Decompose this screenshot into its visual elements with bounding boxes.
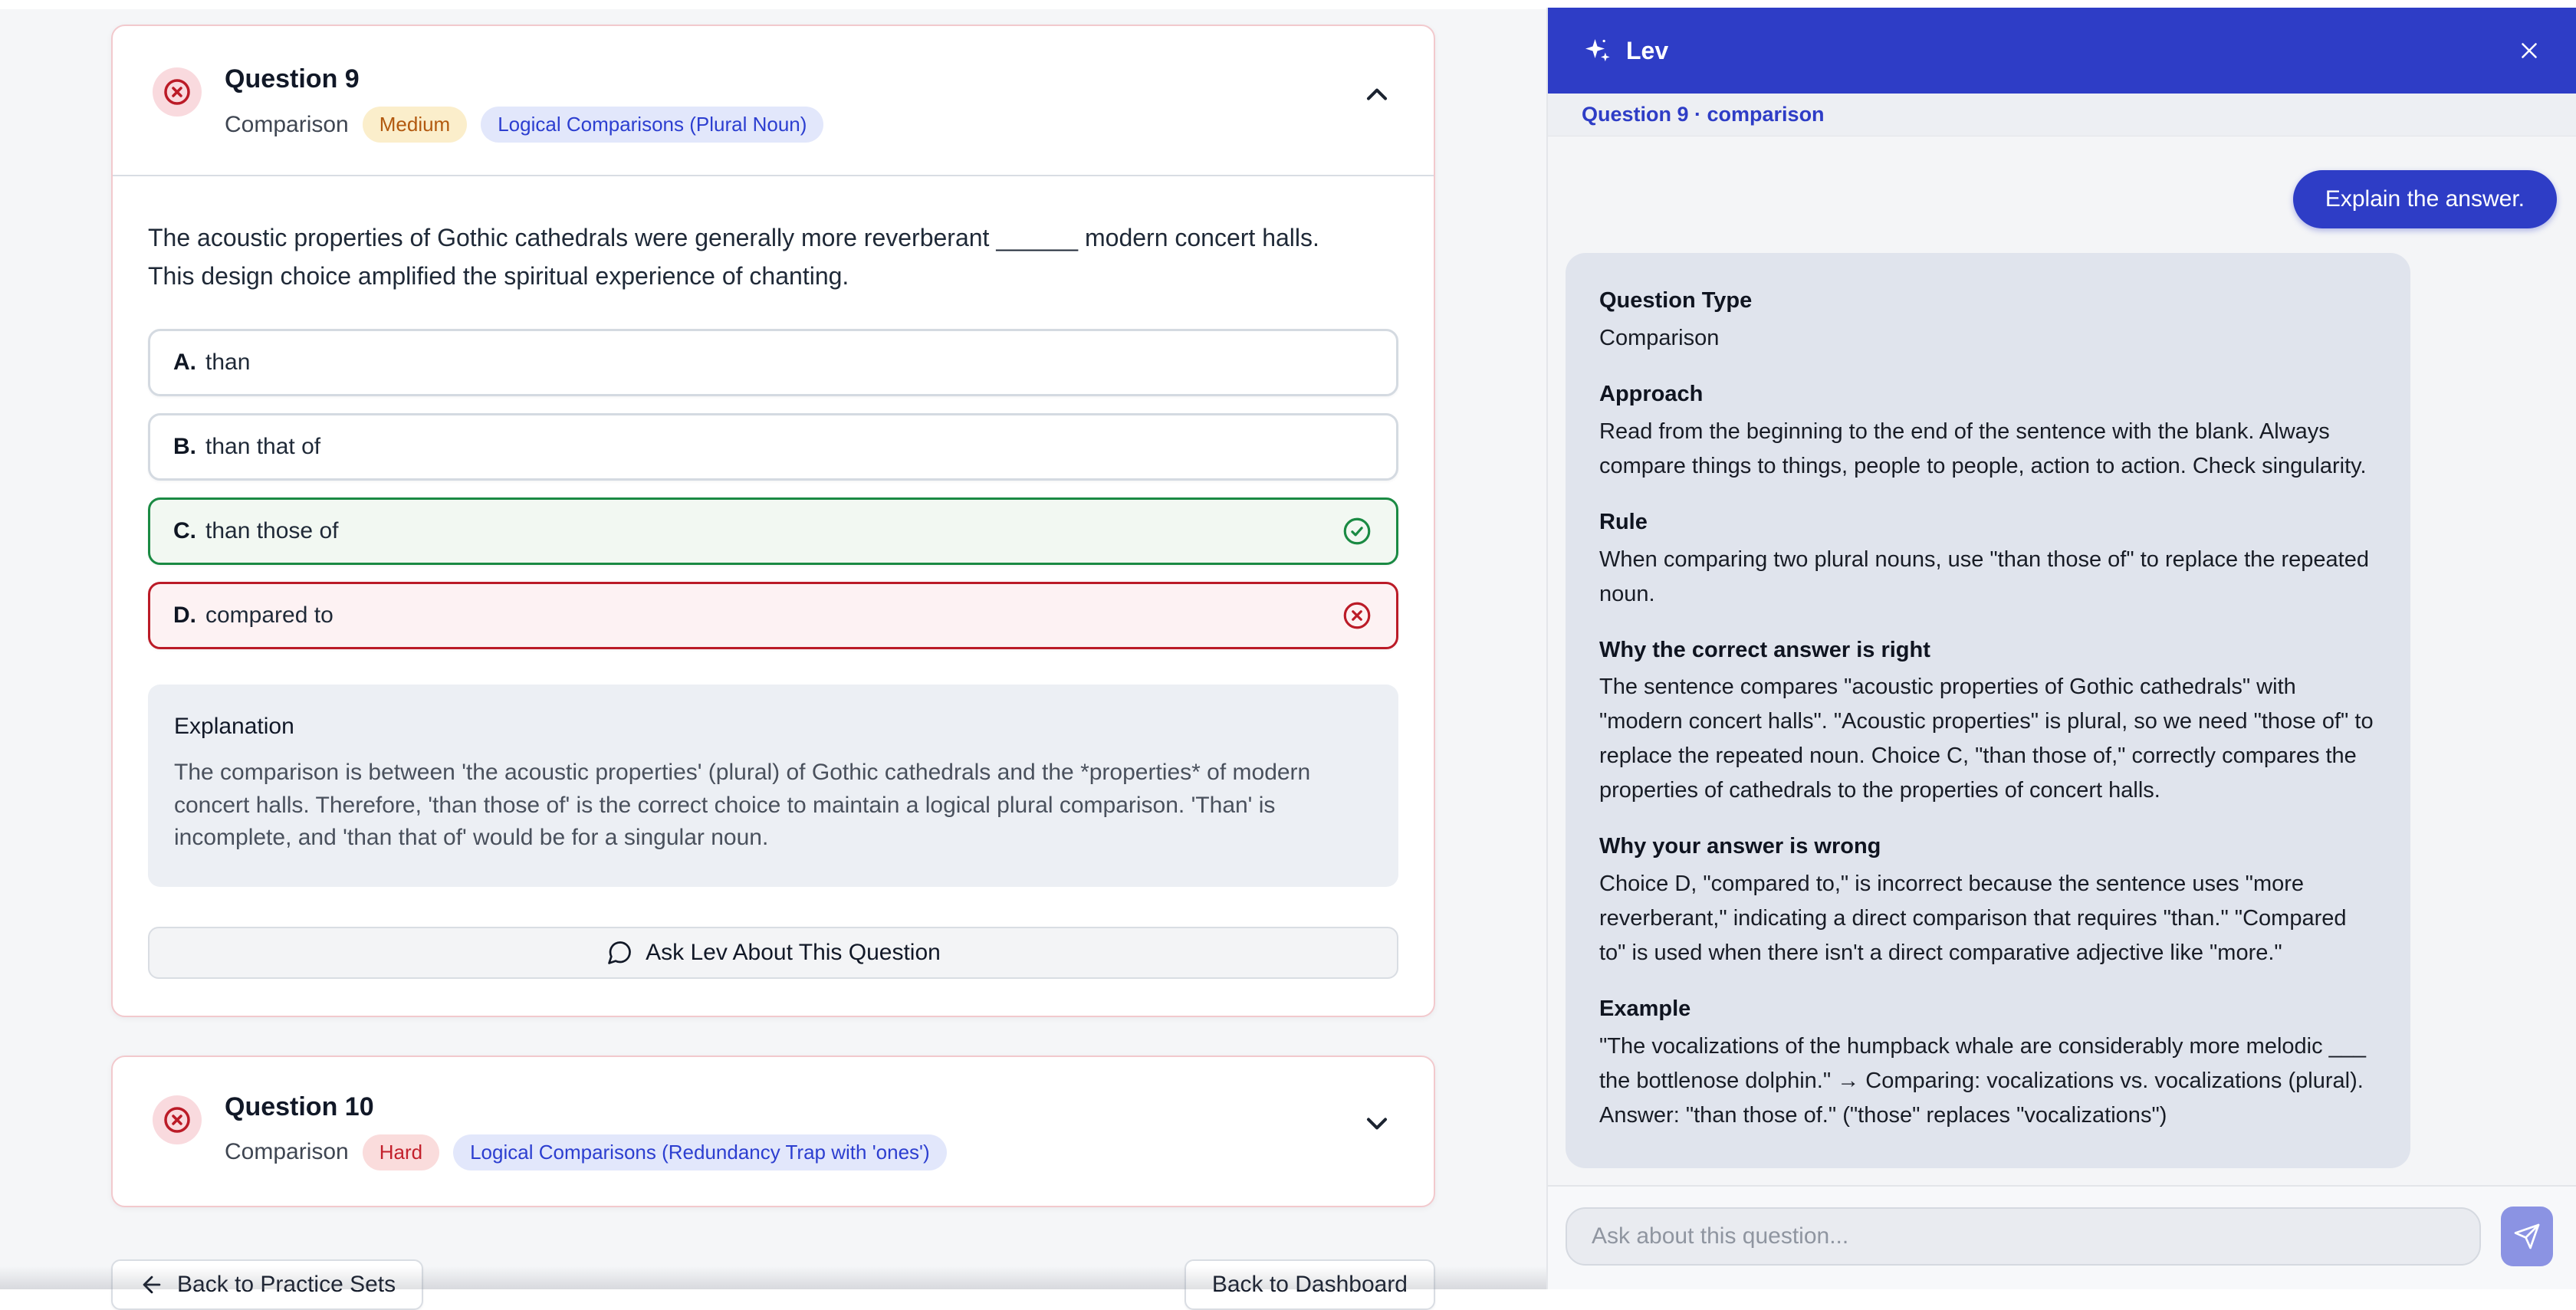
option-letter: A. [173, 350, 196, 376]
question-type-label: Comparison [225, 112, 349, 138]
practice-review-main: Question 9 Comparison Medium Logical Com… [0, 9, 1546, 1289]
option-b[interactable]: B. than that of [148, 413, 1398, 481]
lev-assistant-panel: Lev Question 9 · comparison Explain the … [1546, 8, 2576, 1289]
question-10-header[interactable]: Question 10 Comparison Hard Logical Comp… [113, 1057, 1434, 1206]
section-body: Comparison [1599, 321, 2377, 356]
close-panel-button[interactable] [2516, 38, 2542, 64]
panel-breadcrumb: Question 9 · comparison [1548, 94, 2576, 136]
option-letter: B. [173, 434, 196, 460]
x-circle-icon [162, 1105, 192, 1135]
option-text: than that of [205, 434, 320, 460]
back-to-practice-sets-button[interactable]: Back to Practice Sets [111, 1259, 423, 1310]
incorrect-status-badge [153, 1095, 202, 1144]
ask-lev-label: Ask Lev About This Question [646, 940, 941, 966]
difficulty-badge: Hard [363, 1134, 439, 1170]
question-9-header[interactable]: Question 9 Comparison Medium Logical Com… [113, 26, 1434, 175]
option-d-wrong[interactable]: D. compared to [148, 582, 1398, 649]
section-heading: Why the correct answer is right [1599, 633, 2377, 668]
chevron-up-icon [1360, 78, 1394, 112]
explanation-body: The comparison is between 'the acoustic … [174, 757, 1332, 855]
section-heading: Why your answer is wrong [1599, 829, 2377, 864]
option-letter: D. [173, 602, 196, 629]
option-letter: C. [173, 518, 196, 544]
section-body: "The vocalizations of the humpback whale… [1599, 1029, 2377, 1133]
lev-panel-header: Lev [1548, 8, 2576, 94]
back-to-dashboard-label: Back to Dashboard [1212, 1272, 1408, 1298]
panel-title: Lev [1626, 37, 1668, 65]
option-text: than [205, 350, 250, 376]
answer-options: A. than B. than that of C. than those of [148, 329, 1398, 649]
explanation-box: Explanation The comparison is between 't… [148, 685, 1398, 887]
sparkle-icon [1582, 35, 1612, 66]
section-heading: Example [1599, 992, 2377, 1026]
x-circle-icon [1341, 599, 1373, 632]
back-to-practice-sets-label: Back to Practice Sets [177, 1272, 396, 1298]
section-body: The sentence compares "acoustic properti… [1599, 670, 2377, 808]
explanation-title: Explanation [174, 714, 1372, 740]
topic-badge: Logical Comparisons (Redundancy Trap wit… [453, 1134, 947, 1170]
option-text: than those of [205, 518, 338, 544]
section-heading: Question Type [1599, 284, 2377, 318]
section-heading: Approach [1599, 377, 2377, 412]
collapse-question-button[interactable] [1360, 78, 1394, 116]
send-icon [2513, 1223, 2541, 1250]
chat-bubble-icon [606, 939, 633, 967]
chat-input-row [1548, 1185, 2576, 1289]
incorrect-status-badge [153, 67, 202, 117]
question-title: Question 10 [225, 1092, 947, 1122]
difficulty-badge: Medium [363, 107, 467, 143]
option-c-correct[interactable]: C. than those of [148, 497, 1398, 565]
back-to-dashboard-button[interactable]: Back to Dashboard [1184, 1259, 1435, 1310]
x-circle-icon [162, 77, 192, 107]
question-title: Question 9 [225, 64, 823, 94]
ask-lev-button[interactable]: Ask Lev About This Question [148, 927, 1398, 979]
close-icon [2516, 38, 2542, 64]
option-text: compared to [205, 602, 334, 629]
section-body: Choice D, "compared to," is incorrect be… [1599, 867, 2377, 970]
answer-analysis-card: Question Type Comparison Approach Read f… [1566, 253, 2410, 1168]
question-text: The acoustic properties of Gothic cathed… [148, 219, 1359, 295]
question-10-card: Question 10 Comparison Hard Logical Comp… [111, 1056, 1435, 1207]
chat-input[interactable] [1566, 1207, 2481, 1266]
bottom-navigation: Back to Practice Sets Back to Dashboard [111, 1259, 1435, 1310]
question-type-label: Comparison [225, 1139, 349, 1165]
chevron-down-icon [1360, 1106, 1394, 1140]
expand-question-button[interactable] [1360, 1106, 1394, 1144]
section-body: Read from the beginning to the end of th… [1599, 415, 2377, 484]
send-message-button[interactable] [2501, 1207, 2553, 1266]
section-body: When comparing two plural nouns, use "th… [1599, 543, 2377, 612]
question-9-card: Question 9 Comparison Medium Logical Com… [111, 25, 1435, 1017]
section-heading: Rule [1599, 505, 2377, 540]
topic-badge: Logical Comparisons (Plural Noun) [481, 107, 823, 143]
check-circle-icon [1341, 515, 1373, 547]
arrow-left-icon [139, 1272, 165, 1298]
explain-answer-chip[interactable]: Explain the answer. [2293, 170, 2557, 228]
option-a[interactable]: A. than [148, 329, 1398, 396]
panel-content: Explain the answer. Question Type Compar… [1548, 136, 2576, 1185]
